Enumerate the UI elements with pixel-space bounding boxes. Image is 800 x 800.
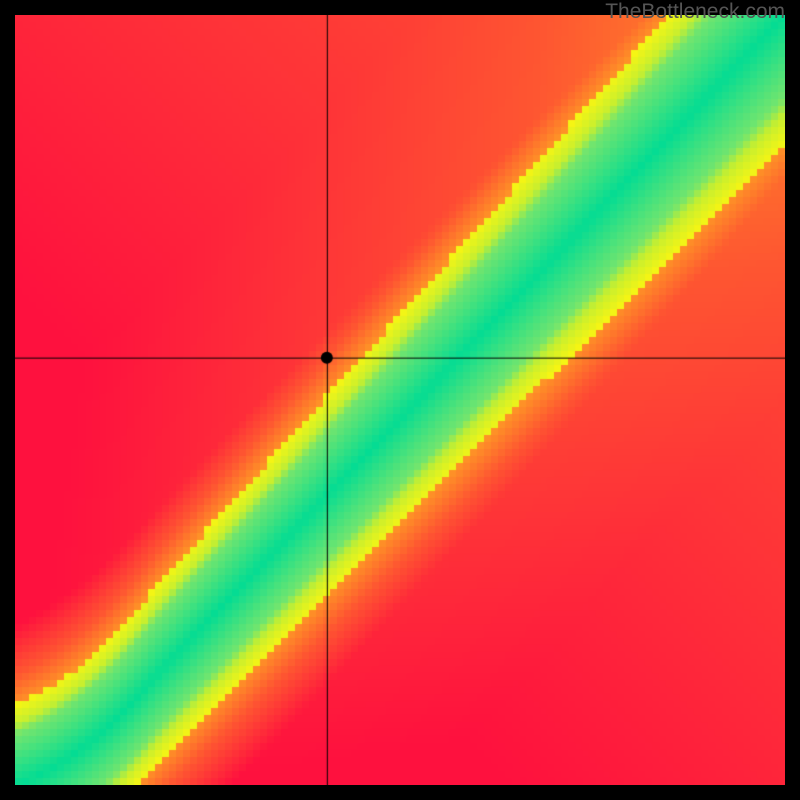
chart-container: TheBottleneck.com xyxy=(0,0,800,800)
watermark-text: TheBottleneck.com xyxy=(605,0,785,24)
heatmap-canvas xyxy=(15,15,785,785)
